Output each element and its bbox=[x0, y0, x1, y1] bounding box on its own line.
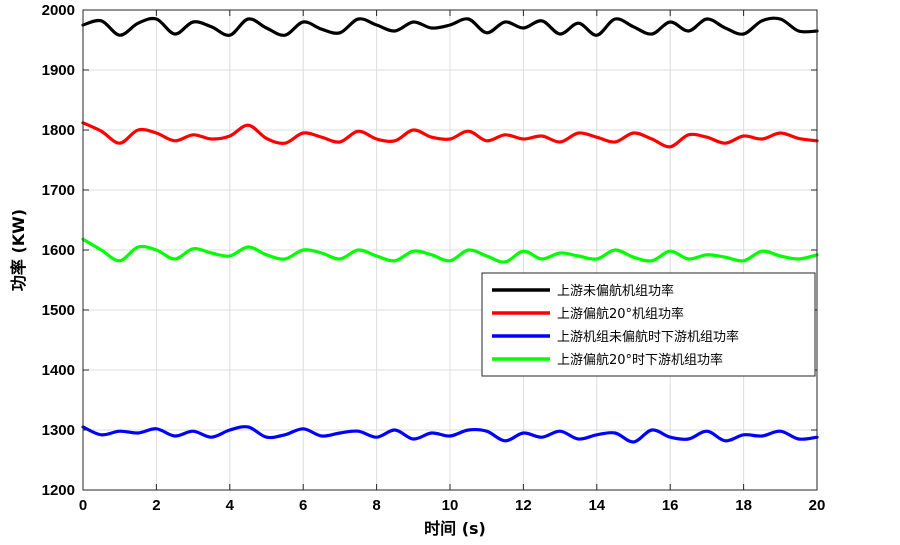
y-tick-label: 1200 bbox=[42, 482, 75, 499]
y-tick-label: 1500 bbox=[42, 302, 75, 319]
y-tick-label: 1900 bbox=[42, 62, 75, 79]
x-tick-label: 6 bbox=[299, 497, 307, 514]
x-tick-label: 10 bbox=[442, 497, 459, 514]
y-tick-label: 1600 bbox=[42, 242, 75, 259]
x-tick-label: 18 bbox=[735, 497, 752, 514]
y-axis-label: 功率 (KW) bbox=[9, 209, 28, 291]
series-line-1 bbox=[81, 16, 819, 37]
series-line-2 bbox=[81, 121, 819, 149]
x-tick-label: 14 bbox=[588, 497, 605, 514]
x-tick-label: 8 bbox=[372, 497, 380, 514]
legend: 上游未偏航机组功率上游偏航20°机组功率上游机组未偏航时下游机组功率上游偏航20… bbox=[481, 272, 816, 377]
legend-label-1: 上游未偏航机组功率 bbox=[557, 283, 674, 299]
y-tick-label: 2000 bbox=[42, 2, 75, 19]
y-tick-label: 1300 bbox=[42, 422, 75, 439]
x-tick-label: 2 bbox=[152, 497, 160, 514]
legend-label-3: 上游机组未偏航时下游机组功率 bbox=[557, 329, 739, 345]
x-tick-label: 4 bbox=[226, 497, 235, 514]
x-tick-label: 16 bbox=[662, 497, 679, 514]
series-lines bbox=[81, 16, 819, 444]
x-tick-label: 12 bbox=[515, 497, 532, 514]
legend-label-4: 上游偏航20°时下游机组功率 bbox=[557, 352, 723, 368]
series-line-3 bbox=[81, 425, 819, 444]
series-line-4 bbox=[81, 237, 819, 264]
y-tick-label: 1400 bbox=[42, 362, 75, 379]
legend-label-2: 上游偏航20°机组功率 bbox=[557, 306, 684, 322]
x-tick-label: 0 bbox=[79, 497, 87, 514]
ticks: 0 2 4 6 8 10 12 14 16 18 20 1200 1300 1400 1500 1600 170… bbox=[42, 2, 826, 514]
y-tick-label: 1700 bbox=[42, 182, 75, 199]
x-axis-label: 时间 (s) bbox=[424, 519, 486, 538]
x-tick-label: 20 bbox=[809, 497, 826, 514]
y-tick-label: 1800 bbox=[42, 122, 75, 139]
